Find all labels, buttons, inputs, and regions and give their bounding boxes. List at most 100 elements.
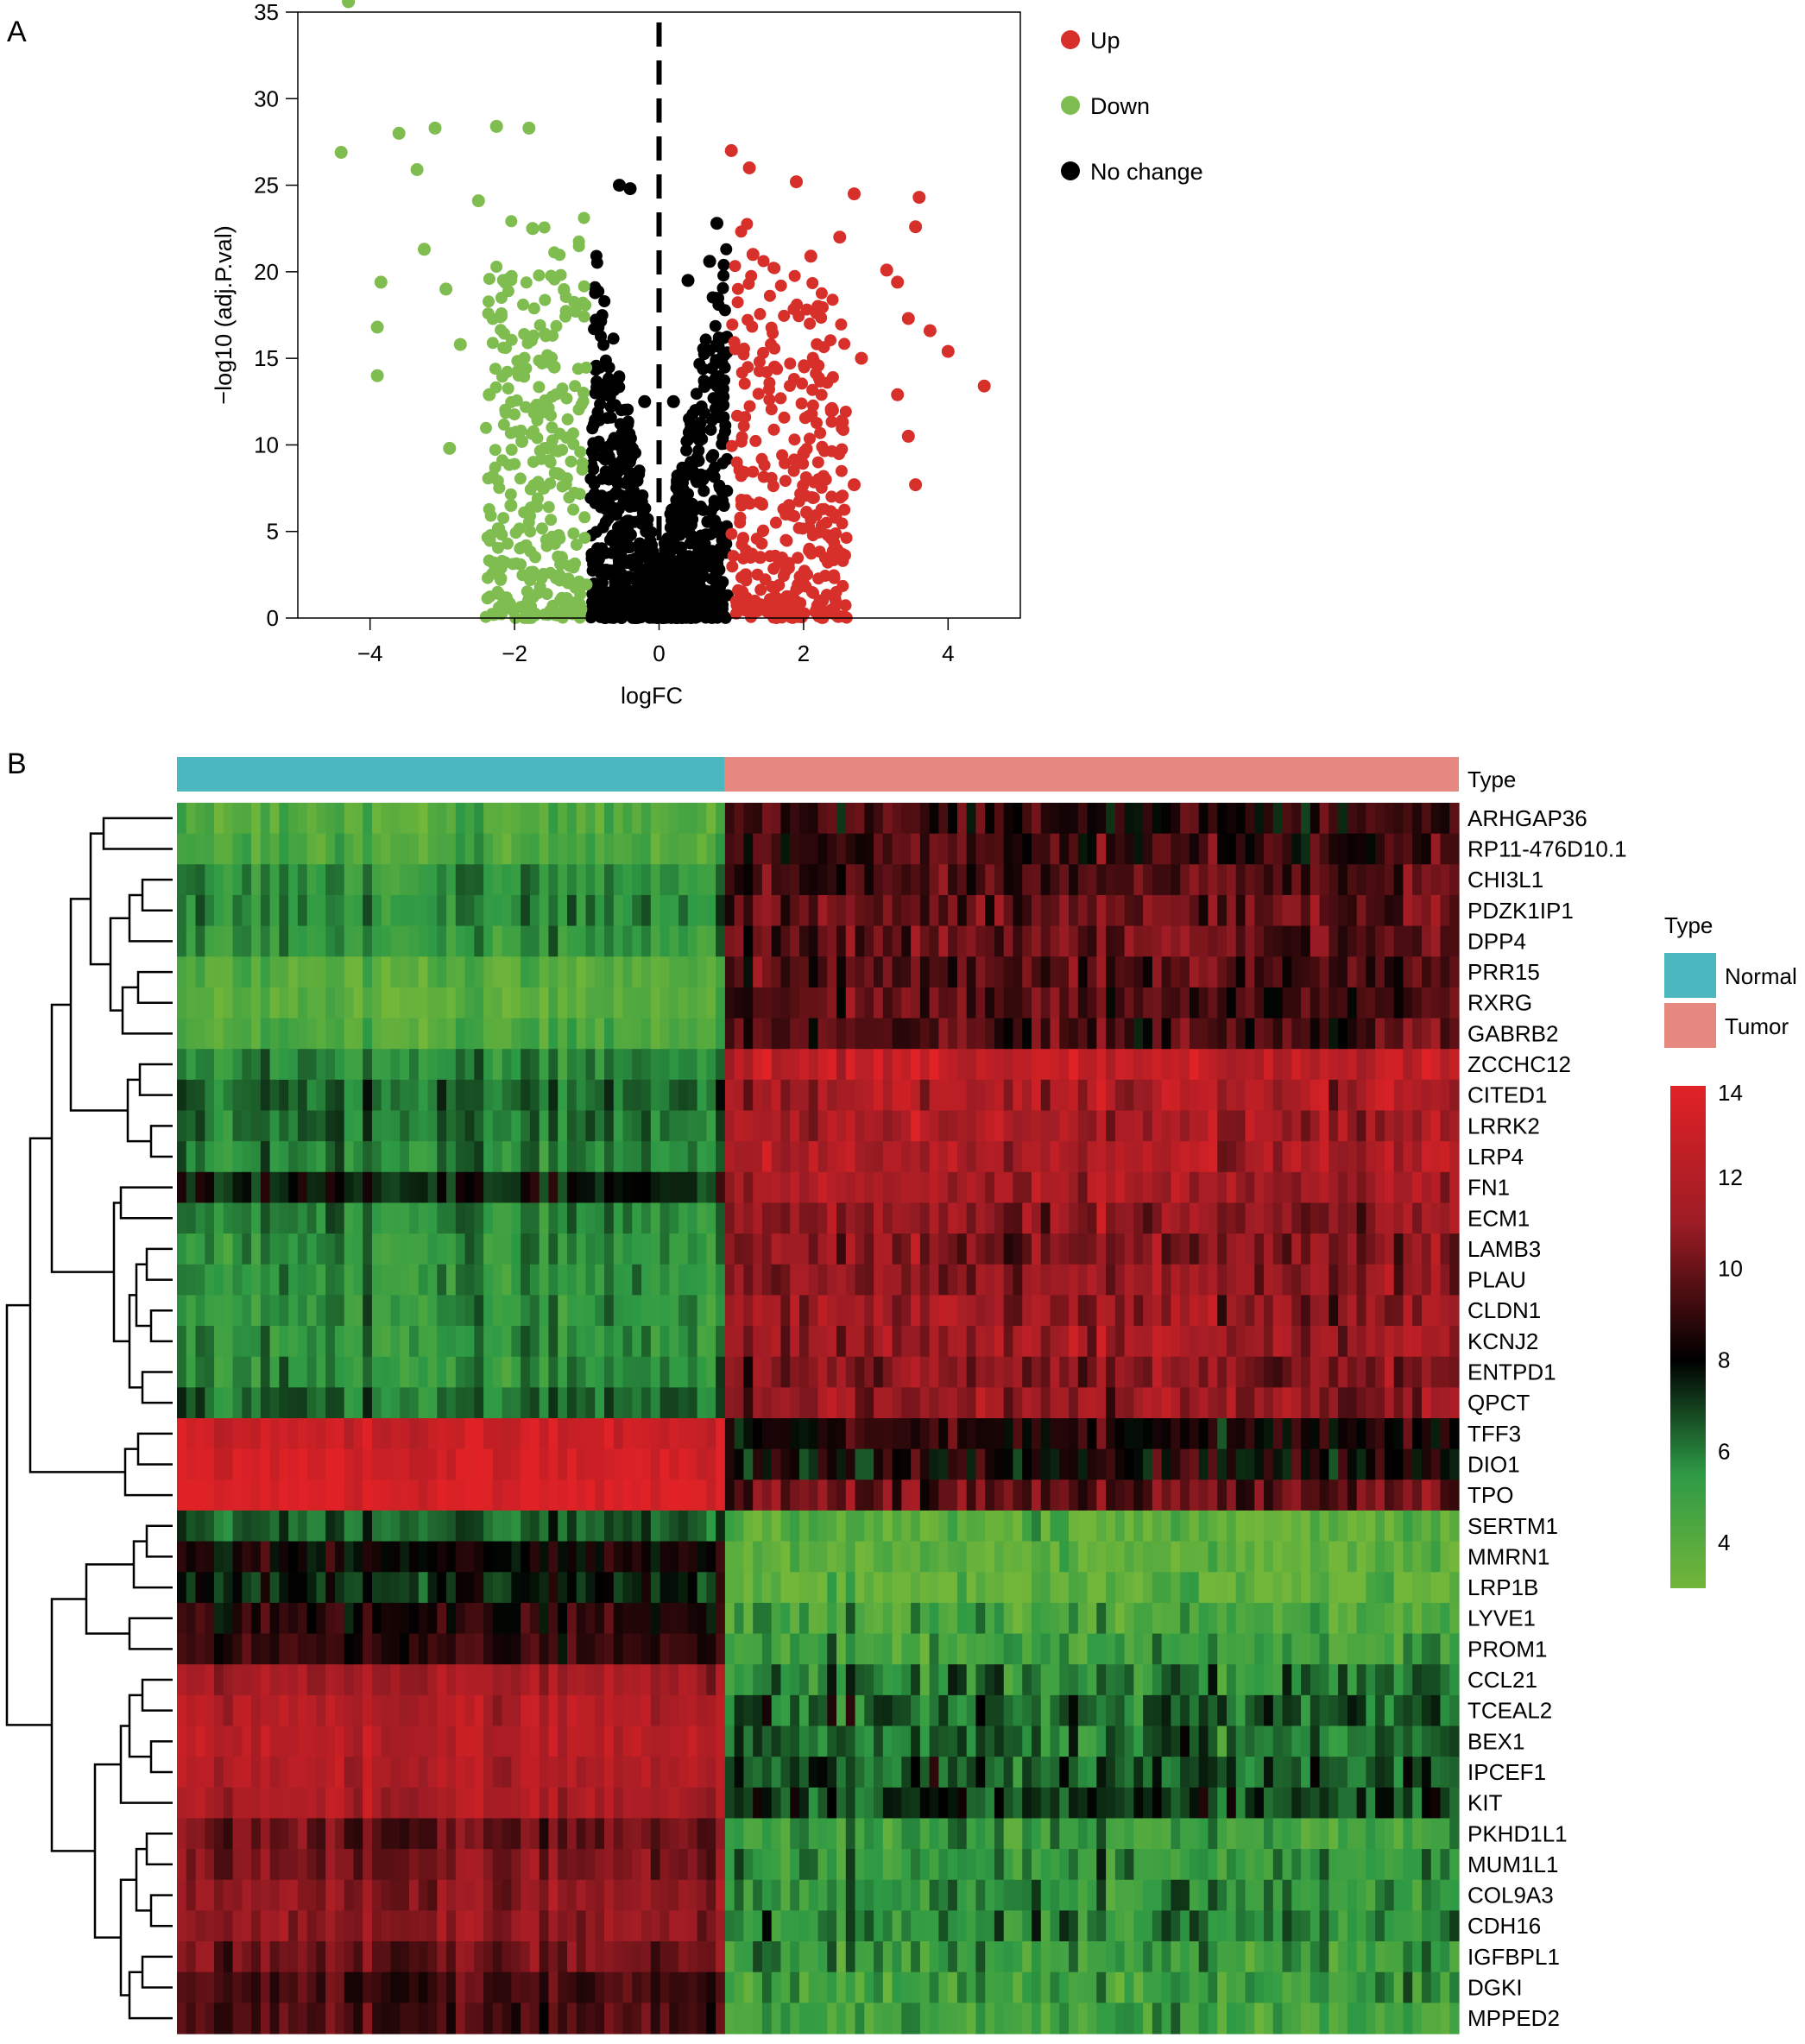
heatmap-cell xyxy=(845,1387,856,1419)
heatmap-cell xyxy=(344,864,355,896)
heatmap-cell xyxy=(446,1079,457,1112)
heatmap-cell xyxy=(371,803,382,835)
heatmap-cell xyxy=(548,956,559,988)
heatmap-cell xyxy=(948,1049,958,1081)
heatmap-cell xyxy=(1403,1326,1413,1358)
heatmap-cell xyxy=(994,1479,1005,1511)
down-cloud-point xyxy=(505,274,518,287)
heatmap-cell xyxy=(956,1171,968,1204)
heatmap-cell xyxy=(1375,956,1385,988)
dendrogram-branch xyxy=(149,1894,173,1927)
heatmap-cell xyxy=(966,833,977,865)
heatmap-cell xyxy=(502,925,512,957)
point-down xyxy=(537,482,551,495)
heatmap-cell xyxy=(576,1326,587,1358)
heatmap-cell xyxy=(1152,1233,1163,1265)
down-cloud-point xyxy=(531,432,544,445)
heatmap-cell xyxy=(1235,1510,1246,1542)
heatmap-cell xyxy=(1152,925,1163,957)
heatmap-cell xyxy=(956,925,968,957)
heatmap-cell xyxy=(1003,1448,1014,1480)
heatmap-cell xyxy=(195,1141,205,1173)
heatmap-cell xyxy=(279,1049,289,1081)
heatmap-cell xyxy=(242,956,252,988)
heatmap-cell xyxy=(622,1295,633,1327)
heatmap-cell xyxy=(1449,1479,1460,1511)
heatmap-cell xyxy=(808,956,819,988)
heatmap-cell xyxy=(1291,1326,1302,1358)
heatmap-cell xyxy=(697,1141,707,1173)
heatmap-cell xyxy=(316,1387,326,1419)
heatmap-cell xyxy=(1050,1264,1060,1296)
no-change-cloud-point xyxy=(704,505,717,518)
heatmap-cell xyxy=(761,1202,773,1234)
heatmap-cell xyxy=(706,1264,716,1296)
heatmap-cell xyxy=(418,1049,429,1081)
heatmap-cell xyxy=(1310,1110,1321,1142)
heatmap-cell xyxy=(622,1141,633,1173)
heatmap-cell xyxy=(1347,1479,1358,1511)
heatmap-cell xyxy=(938,1264,949,1296)
heatmap-cell xyxy=(938,1079,949,1112)
heatmap-cell xyxy=(892,803,902,835)
up-cloud-point xyxy=(763,394,776,406)
heatmap-cell xyxy=(1059,1171,1070,1204)
heatmap-cell xyxy=(1050,1233,1060,1265)
heatmap-cell xyxy=(743,1510,754,1542)
heatmap-cell xyxy=(1245,1110,1255,1142)
heatmap-cell xyxy=(186,1141,197,1173)
heatmap-cell xyxy=(344,987,355,1019)
heatmap-cell xyxy=(753,1079,763,1112)
heatmap-cell xyxy=(1412,1171,1423,1204)
heatmap-cell xyxy=(641,1510,652,1542)
heatmap-cell xyxy=(845,1141,856,1173)
heatmap-cell xyxy=(1069,1356,1079,1388)
heatmap-cell xyxy=(232,1418,243,1450)
heatmap-cell xyxy=(1310,1202,1321,1234)
heatmap-row-gabrb2 xyxy=(177,1018,1460,1050)
heatmap-cell xyxy=(279,987,289,1019)
down-cloud-point xyxy=(565,455,577,468)
heatmap-cell xyxy=(502,833,512,865)
heatmap-cell xyxy=(566,803,577,835)
heatmap-cell xyxy=(288,833,299,865)
up-cloud-point xyxy=(778,411,791,424)
up-cloud-point xyxy=(824,532,837,545)
heatmap-cell xyxy=(232,1049,243,1081)
heatmap-row-sertm1 xyxy=(177,1510,1460,1542)
heatmap-cell xyxy=(929,1264,939,1296)
heatmap-cell xyxy=(427,803,438,835)
heatmap-cell xyxy=(1003,803,1014,835)
heatmap-cell xyxy=(400,1079,410,1112)
heatmap-cell xyxy=(529,1202,540,1234)
heatmap-cell xyxy=(632,803,642,835)
heatmap-cell xyxy=(1375,864,1385,896)
heatmap-cell xyxy=(400,1326,410,1358)
heatmap-cell xyxy=(1171,1264,1181,1296)
heatmap-cell xyxy=(678,1141,689,1173)
heatmap-cell xyxy=(1282,864,1292,896)
heatmap-cell xyxy=(1393,1018,1404,1050)
heatmap-cell xyxy=(464,803,475,835)
heatmap-cell xyxy=(1143,1295,1153,1327)
heatmap-cell xyxy=(446,1049,457,1081)
heatmap-cell xyxy=(242,1079,252,1112)
heatmap-cell xyxy=(761,1326,773,1358)
heatmap-cell xyxy=(260,1141,271,1173)
heatmap-cell xyxy=(1003,1018,1014,1050)
heatmap-cell xyxy=(1096,1448,1107,1480)
up-cloud-point xyxy=(829,591,842,604)
heatmap-cell xyxy=(1069,864,1079,896)
heatmap-cell xyxy=(892,1079,902,1112)
heatmap-cell xyxy=(1124,1171,1134,1204)
heatmap-cell xyxy=(1096,1326,1107,1358)
heatmap-cell xyxy=(845,1049,856,1081)
heatmap-cell xyxy=(511,1448,521,1480)
down-cloud-point xyxy=(558,283,571,295)
no-change-cloud-point xyxy=(606,529,619,542)
heatmap-cell xyxy=(901,1510,912,1542)
heatmap-cell xyxy=(511,833,521,865)
up-cloud-point xyxy=(757,255,770,268)
heatmap-cell xyxy=(650,1233,661,1265)
heatmap-cell xyxy=(390,1418,401,1450)
